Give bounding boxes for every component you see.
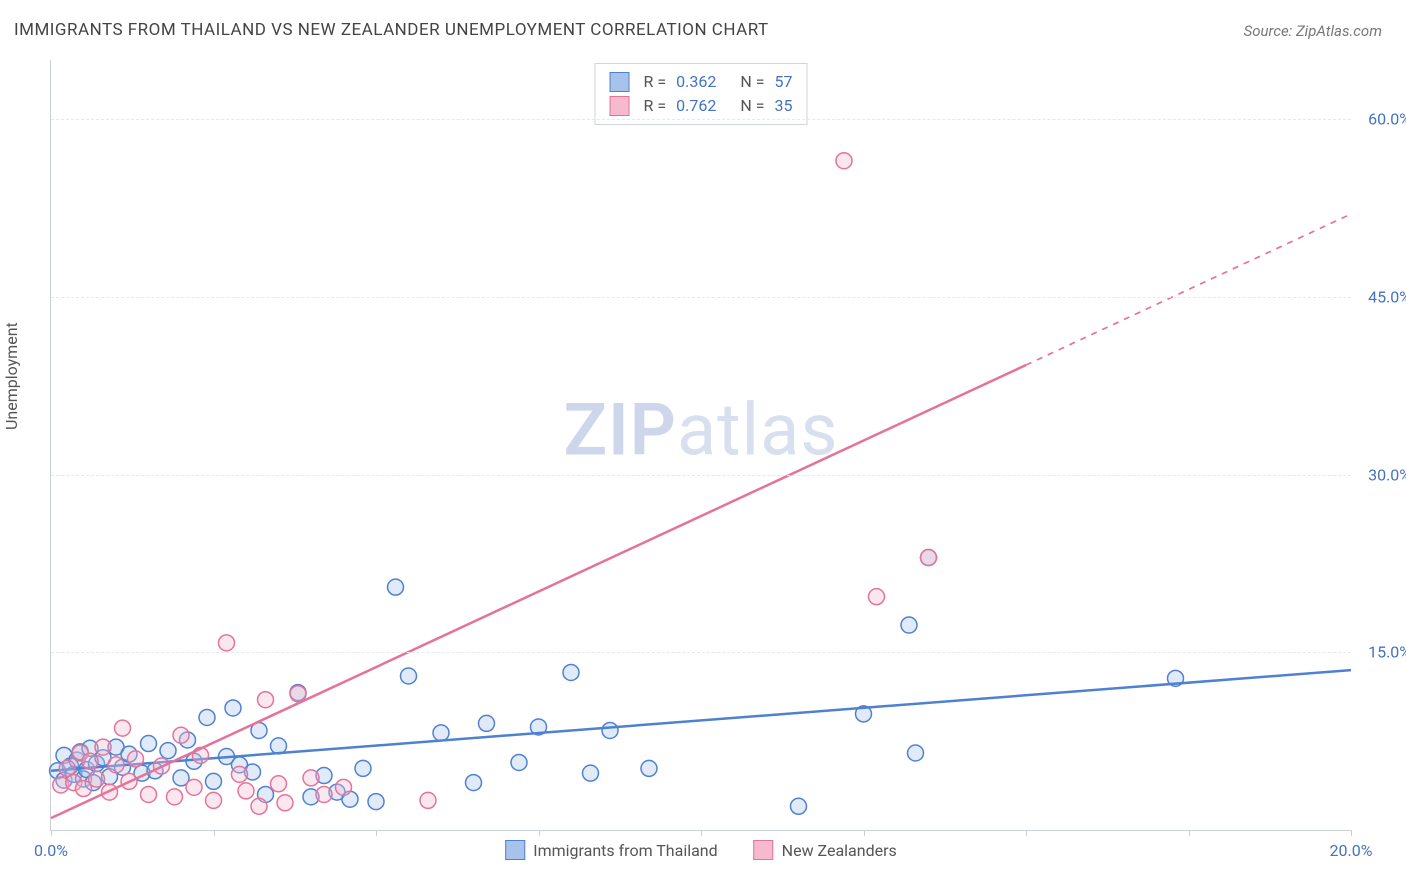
- trend-line-dashed: [1026, 214, 1351, 365]
- x-tick: [376, 830, 377, 836]
- data-point: [219, 635, 235, 651]
- data-point: [921, 550, 937, 566]
- legend-swatch: [754, 840, 774, 860]
- y-tick-label: 45.0%: [1356, 287, 1406, 306]
- x-tick: [214, 830, 215, 836]
- legend-r-value: 0.762: [676, 94, 716, 118]
- data-point: [232, 766, 248, 782]
- data-point: [160, 743, 176, 759]
- legend-r-value: 0.362: [676, 70, 716, 94]
- data-point: [355, 760, 371, 776]
- x-tick: [51, 830, 52, 836]
- data-point: [277, 795, 293, 811]
- data-point: [206, 792, 222, 808]
- legend-r-label: R =: [644, 70, 667, 94]
- chart-container: IMMIGRANTS FROM THAILAND VS NEW ZEALANDE…: [0, 0, 1406, 892]
- legend-row: R = 0.762 N = 35: [610, 94, 793, 118]
- data-point: [186, 779, 202, 795]
- legend-swatch: [505, 840, 525, 860]
- data-point: [225, 700, 241, 716]
- legend-row: R = 0.362 N = 57: [610, 70, 793, 94]
- data-point: [901, 617, 917, 633]
- data-point: [251, 798, 267, 814]
- data-point: [258, 692, 274, 708]
- gridline-h: [51, 119, 1351, 120]
- x-tick-label: 20.0%: [1330, 841, 1373, 860]
- data-point: [336, 779, 352, 795]
- legend-n-label: N =: [740, 94, 764, 118]
- data-point: [167, 789, 183, 805]
- data-point: [115, 720, 131, 736]
- x-tick-label: 0.0%: [34, 841, 68, 860]
- legend-label: Immigrants from Thailand: [533, 841, 717, 860]
- gridline-h: [51, 652, 1351, 653]
- gridline-h: [51, 475, 1351, 476]
- legend-label: New Zealanders: [782, 841, 897, 860]
- legend-n-value: 57: [774, 70, 792, 94]
- data-point: [641, 760, 657, 776]
- data-point: [238, 783, 254, 799]
- x-tick: [864, 830, 865, 836]
- chart-svg: [51, 60, 1351, 830]
- legend-swatch: [610, 96, 630, 116]
- data-point: [141, 736, 157, 752]
- data-point: [316, 786, 332, 802]
- x-tick: [1189, 830, 1190, 836]
- data-point: [368, 794, 384, 810]
- x-tick: [539, 830, 540, 836]
- legend-r-label: R =: [644, 94, 667, 118]
- legend-n-value: 35: [774, 94, 792, 118]
- legend-swatch: [610, 72, 630, 92]
- data-point: [303, 770, 319, 786]
- data-point: [108, 757, 124, 773]
- legend-item: Immigrants from Thailand: [505, 840, 717, 860]
- legend-n-label: N =: [740, 70, 764, 94]
- data-point: [791, 798, 807, 814]
- data-point: [602, 722, 618, 738]
- data-point: [206, 773, 222, 789]
- data-point: [141, 786, 157, 802]
- data-point: [836, 153, 852, 169]
- data-point: [511, 754, 527, 770]
- data-point: [173, 727, 189, 743]
- data-point: [128, 751, 144, 767]
- data-point: [290, 686, 306, 702]
- plot-area: ZIPatlas R = 0.362N = 57R = 0.762N = 35 …: [50, 60, 1351, 831]
- x-tick: [701, 830, 702, 836]
- x-tick: [1026, 830, 1027, 836]
- data-point: [583, 765, 599, 781]
- data-point: [466, 775, 482, 791]
- trend-line: [51, 670, 1351, 771]
- data-point: [479, 715, 495, 731]
- y-tick-label: 15.0%: [1356, 643, 1406, 662]
- y-axis-label: Unemployment: [2, 322, 21, 430]
- data-point: [89, 771, 105, 787]
- data-point: [420, 792, 436, 808]
- data-point: [433, 725, 449, 741]
- data-point: [563, 664, 579, 680]
- series-legend: Immigrants from Thailand New Zealanders: [505, 840, 897, 860]
- data-point: [908, 745, 924, 761]
- data-point: [82, 753, 98, 769]
- source-attribution: Source: ZipAtlas.com: [1244, 22, 1382, 40]
- x-tick: [1351, 830, 1352, 836]
- data-point: [401, 668, 417, 684]
- correlation-legend: R = 0.362 N = 57 R = 0.762 N = 35: [595, 63, 808, 125]
- gridline-h: [51, 297, 1351, 298]
- data-point: [271, 776, 287, 792]
- y-tick-label: 60.0%: [1356, 110, 1406, 129]
- legend-item: New Zealanders: [754, 840, 897, 860]
- data-point: [95, 739, 111, 755]
- chart-title: IMMIGRANTS FROM THAILAND VS NEW ZEALANDE…: [14, 20, 769, 40]
- y-tick-label: 30.0%: [1356, 465, 1406, 484]
- data-point: [869, 589, 885, 605]
- data-point: [199, 709, 215, 725]
- data-point: [388, 579, 404, 595]
